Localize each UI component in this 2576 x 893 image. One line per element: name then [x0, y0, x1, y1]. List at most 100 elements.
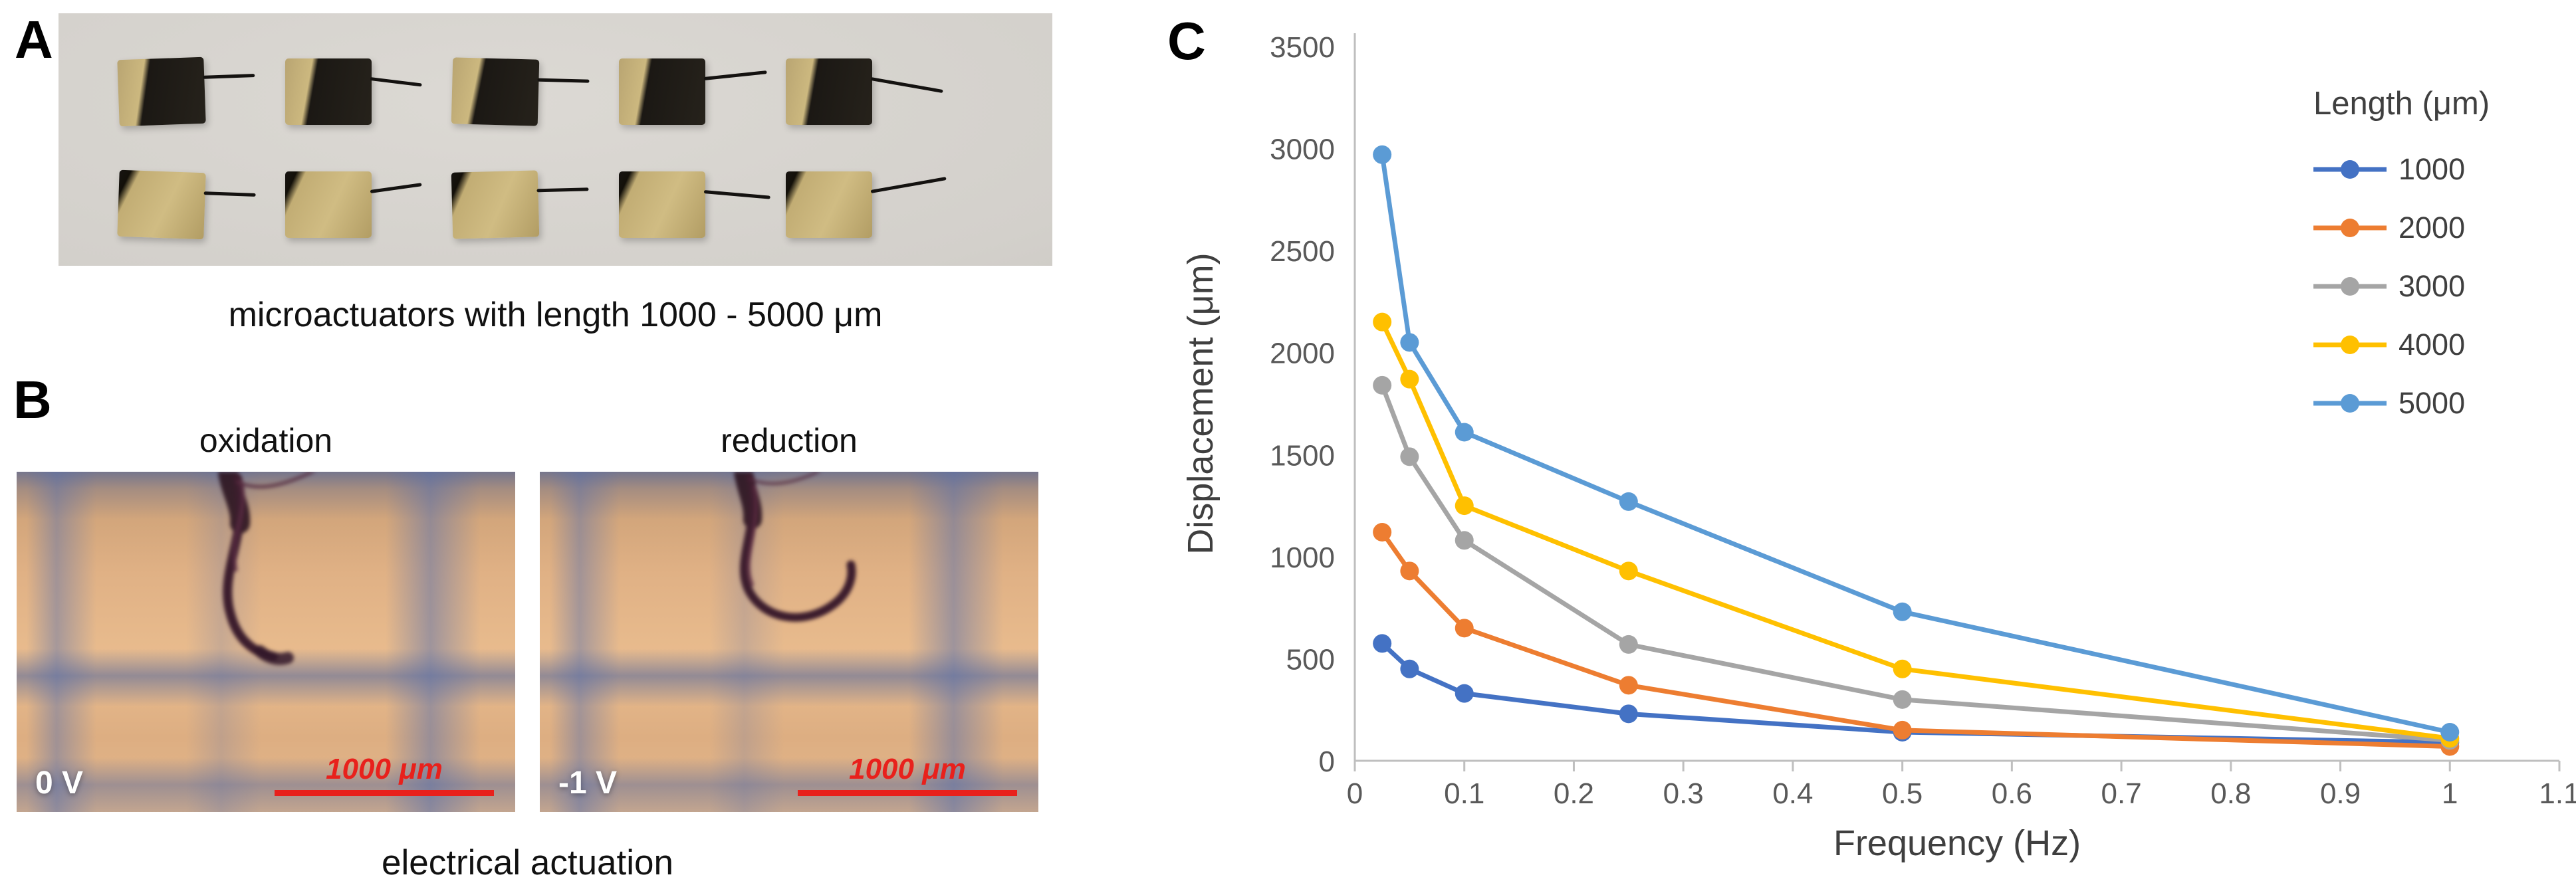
reduction-voltage-label: -1 V	[558, 765, 618, 801]
oxidation-title: oxidation	[199, 422, 333, 459]
legend-marker	[2341, 277, 2359, 296]
data-point	[1619, 492, 1638, 511]
microactuator	[786, 58, 943, 125]
microactuator	[285, 171, 422, 238]
actuator-wire	[370, 183, 422, 193]
series-line-3000	[1379, 384, 2450, 743]
panel-a: microactuators with length 1000 - 5000 μ…	[59, 13, 1052, 335]
data-point	[1619, 635, 1638, 654]
reduction-figure: reduction -1 V 1000 μm	[540, 421, 1038, 812]
panel-b-photos: oxidation 0 V 1000 μm	[17, 421, 1038, 812]
oxidation-photo: 0 V 1000 μm	[17, 472, 515, 812]
panel-a-label: A	[15, 10, 53, 69]
data-point	[1619, 704, 1638, 724]
x-tick-label: 0	[1347, 777, 1363, 810]
displacement-frequency-chart: 0 0.1 0.2 0.3 0.4 0.5 0.6 0.7 0.8 0.9 1 1.1 0 500 1000…	[1181, 31, 2576, 863]
series-line-4000	[1380, 321, 2450, 741]
y-tick-label: 500	[1286, 643, 1335, 676]
x-tick-label: 0.7	[2101, 777, 2142, 810]
actuator-body	[619, 58, 705, 125]
data-point	[1373, 375, 1392, 395]
data-point	[2440, 723, 2460, 742]
microactuator	[285, 58, 422, 125]
scale-bar-line	[798, 790, 1017, 796]
x-axis-title: Frequency (Hz)	[1833, 823, 2081, 863]
actuator-body	[451, 170, 540, 239]
oxidation-scale-bar: 1000 μm	[275, 753, 494, 796]
y-tick-label: 3000	[1270, 134, 1335, 166]
y-tick-label: 3500	[1270, 31, 1335, 64]
actuator-body	[285, 171, 372, 238]
x-tick-label: 0.9	[2320, 777, 2361, 810]
actuator-body	[285, 58, 372, 125]
microactuator	[451, 170, 589, 239]
data-point	[1893, 720, 1912, 740]
y-tick-label: 2000	[1270, 338, 1335, 370]
actuator-body	[117, 169, 206, 240]
x-tick-label: 0.6	[1992, 777, 2032, 810]
data-point	[1893, 659, 1912, 678]
data-point	[1373, 312, 1392, 332]
data-point	[1893, 602, 1912, 621]
actuator-body	[786, 171, 872, 238]
actuator-wire	[536, 187, 589, 193]
microactuator	[451, 57, 590, 126]
actuator-wire	[203, 74, 255, 79]
microactuator	[117, 169, 256, 240]
x-tick-label: 0.8	[2210, 777, 2251, 810]
oxidized-actuator-shape	[218, 472, 317, 665]
actuator-body	[451, 57, 540, 126]
actuator-wire	[870, 77, 943, 94]
microactuators-photo	[59, 13, 1052, 266]
panel-c-label: C	[1167, 11, 1206, 70]
x-tick-label: 0.4	[1772, 777, 1813, 810]
oxidation-voltage-label: 0 V	[35, 765, 84, 801]
legend-label: 4000	[2399, 328, 2465, 361]
legend-label: 1000	[2399, 152, 2465, 186]
data-point	[1619, 561, 1638, 581]
scale-bar-label: 1000 μm	[849, 753, 966, 785]
actuator-wire	[703, 70, 767, 80]
data-point	[1455, 619, 1474, 638]
reduction-scale-bar: 1000 μm	[798, 753, 1017, 796]
data-point	[1373, 634, 1392, 653]
panel-b: oxidation 0 V 1000 μm	[17, 421, 1038, 883]
scale-bar-line	[275, 790, 494, 796]
data-point	[1400, 447, 1419, 466]
series-line-2000	[1380, 530, 2450, 749]
microactuator	[117, 56, 255, 127]
actuator-wire	[203, 191, 256, 197]
microactuator	[619, 58, 767, 125]
data-point	[1400, 333, 1419, 352]
data-point	[1893, 690, 1912, 709]
actuator-body	[117, 56, 206, 127]
panel-b-caption: electrical actuation	[382, 843, 673, 882]
panel-a-caption: microactuators with length 1000 - 5000 μ…	[228, 296, 883, 334]
y-tick-label: 2500	[1270, 235, 1335, 268]
actuator-grid	[59, 13, 1052, 240]
data-point	[1619, 676, 1638, 695]
x-tick-label: 1	[2442, 777, 2458, 810]
data-point	[1400, 561, 1419, 581]
legend-title: Length (μm)	[2313, 86, 2490, 122]
oxidation-figure: oxidation 0 V 1000 μm	[17, 421, 515, 812]
data-point	[1373, 145, 1392, 164]
x-tick-label: 1.1	[2539, 777, 2576, 810]
actuator-body	[619, 171, 705, 238]
actuator-wire	[870, 177, 947, 193]
data-point	[1373, 523, 1392, 542]
legend-marker	[2341, 336, 2359, 354]
x-tick-label: 0.1	[1444, 777, 1484, 810]
legend-label: 2000	[2399, 211, 2465, 245]
data-point	[1400, 659, 1419, 678]
y-tick-label: 1000	[1270, 542, 1335, 574]
data-point	[1455, 684, 1474, 703]
legend-marker	[2341, 394, 2359, 413]
legend-label: 3000	[2399, 269, 2465, 303]
series-line-5000	[1379, 154, 2451, 735]
microactuator	[786, 171, 947, 238]
legend-marker	[2341, 160, 2359, 179]
reduction-photo: -1 V 1000 μm	[540, 472, 1038, 812]
actuator-body	[786, 58, 872, 125]
